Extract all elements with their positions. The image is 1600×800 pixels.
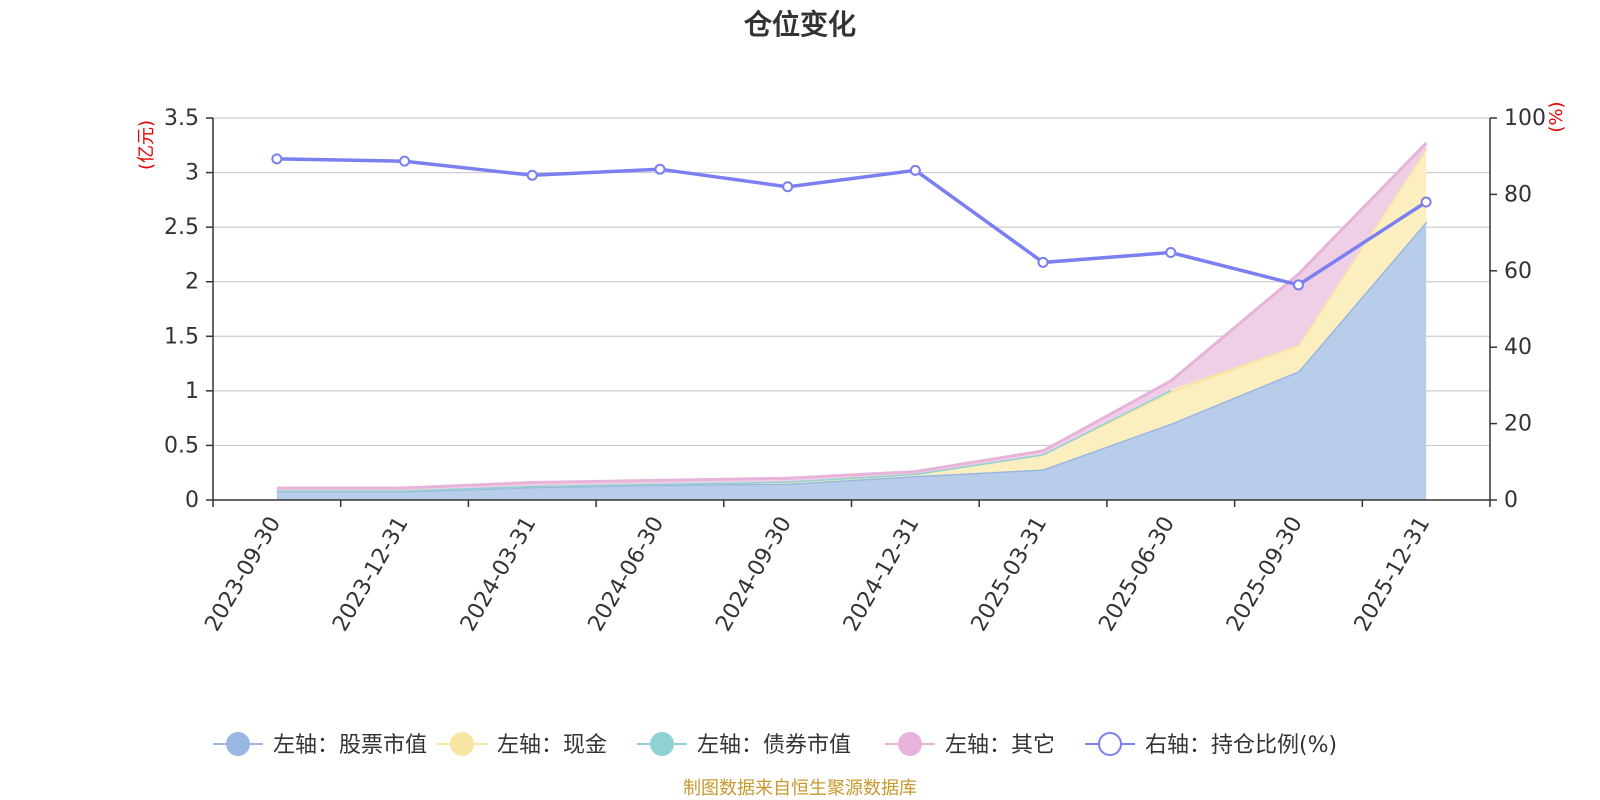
left-axis-tick-label: 1 [185,379,199,404]
legend-marker [450,732,474,756]
left-axis-tick-label: 2 [185,270,199,295]
area-0 [276,221,1427,500]
area-3 [276,143,1427,491]
area-layer [276,142,1428,500]
ratio-point [1292,279,1304,291]
left-axis-tick-label: 0.5 [164,433,199,458]
legend-item: 左轴：其它 [885,732,1055,758]
right-axis-tick-label: 20 [1504,412,1532,437]
right-axis-tick-label: 40 [1504,335,1532,360]
legend-item: 左轴：债券市值 [637,732,851,758]
legend-item: 右轴：持仓比例(%) [1085,732,1337,758]
left-axis-tick-label: 1.5 [164,324,199,349]
left-axis-tick-label: 3 [185,161,199,186]
x-axis-label: 2025-09-30 [1222,513,1308,636]
x-axis-label: 2025-03-31 [967,513,1053,636]
legend-item: 左轴：股票市值 [213,732,427,758]
legend-marker [898,732,922,756]
left-axis-tick-label: 2.5 [164,215,199,240]
left-axis-tick-label: 0 [185,488,199,513]
ratio-point [654,163,666,175]
right-axis-tick-label: 60 [1504,259,1532,284]
x-axis-label: 2024-09-30 [711,513,797,636]
x-axis-label: 2025-06-30 [1094,513,1180,636]
right-axis-tick-label: 0 [1504,488,1518,513]
ratio-point [1165,246,1177,258]
left-axis-unit: (亿元) [136,120,157,170]
legend-marker [226,732,250,756]
ratio-point [271,153,283,165]
x-axis-label: 2023-09-30 [200,513,286,636]
x-axis-label: 2023-12-31 [328,513,414,636]
legend-label: 左轴：其它 [945,733,1055,758]
grid-layer [213,117,1490,447]
chart-title: 仓位变化 [744,8,856,41]
ratio-point [782,181,794,193]
left-axis-tick-label: 3.5 [164,106,199,131]
legend-label: 右轴：持仓比例(%) [1145,733,1337,758]
ratio-line [276,157,1428,287]
ratio-point [526,169,538,181]
legend-label: 左轴：股票市值 [273,733,427,758]
ratio-line-layer [271,153,1432,291]
area-edge-3 [276,142,1428,490]
ratio-point [1037,256,1049,268]
legend: 左轴：股票市值 左轴：现金 左轴：债券市值 左轴：其它 右轴：持仓比例(%) [213,732,1337,758]
x-axis-label: 2024-06-30 [584,513,670,636]
right-axis-unit: (%) [1546,101,1567,132]
x-axis-label: 2024-12-31 [839,513,925,636]
x-axis-label: 2024-03-31 [456,513,542,636]
legend-label: 左轴：现金 [497,733,607,758]
legend-marker [650,732,674,756]
legend-marker [1098,732,1122,756]
ratio-point [909,164,921,176]
ratio-point [1420,196,1432,208]
right-axis-tick-label: 100 [1504,106,1546,131]
legend-label: 左轴：债券市值 [697,733,851,758]
data-source-note: 制图数据来自恒生聚源数据库 [683,778,917,799]
ratio-point [399,155,411,167]
legend-item: 左轴：现金 [437,732,607,758]
x-axis-label: 2025-12-31 [1350,513,1436,636]
right-axis-tick-label: 80 [1504,182,1532,207]
